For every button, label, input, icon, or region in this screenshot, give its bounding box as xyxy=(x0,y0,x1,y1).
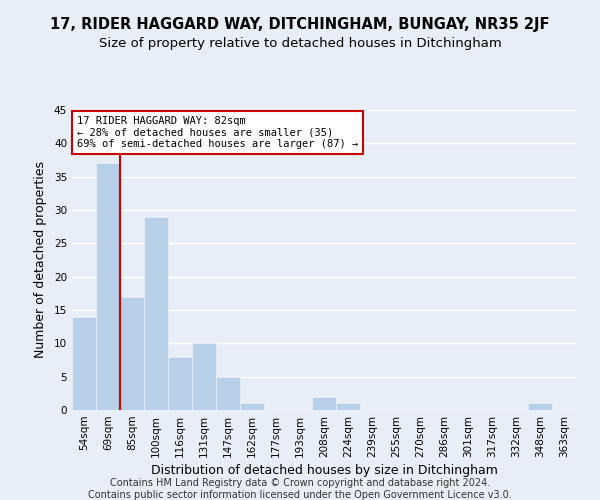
Bar xyxy=(216,376,240,410)
Bar xyxy=(144,216,168,410)
Bar xyxy=(312,396,336,410)
Text: 17, RIDER HAGGARD WAY, DITCHINGHAM, BUNGAY, NR35 2JF: 17, RIDER HAGGARD WAY, DITCHINGHAM, BUNG… xyxy=(50,18,550,32)
Bar xyxy=(240,404,264,410)
Bar xyxy=(336,404,360,410)
Bar xyxy=(192,344,216,410)
Text: Size of property relative to detached houses in Ditchingham: Size of property relative to detached ho… xyxy=(98,38,502,51)
Bar xyxy=(528,404,552,410)
Bar xyxy=(72,316,96,410)
Text: Contains public sector information licensed under the Open Government Licence v3: Contains public sector information licen… xyxy=(88,490,512,500)
Bar xyxy=(168,356,192,410)
Bar xyxy=(120,296,144,410)
Bar xyxy=(96,164,120,410)
Text: 17 RIDER HAGGARD WAY: 82sqm
← 28% of detached houses are smaller (35)
69% of sem: 17 RIDER HAGGARD WAY: 82sqm ← 28% of det… xyxy=(77,116,358,149)
Y-axis label: Number of detached properties: Number of detached properties xyxy=(34,162,47,358)
X-axis label: Distribution of detached houses by size in Ditchingham: Distribution of detached houses by size … xyxy=(151,464,497,477)
Text: Contains HM Land Registry data © Crown copyright and database right 2024.: Contains HM Land Registry data © Crown c… xyxy=(110,478,490,488)
